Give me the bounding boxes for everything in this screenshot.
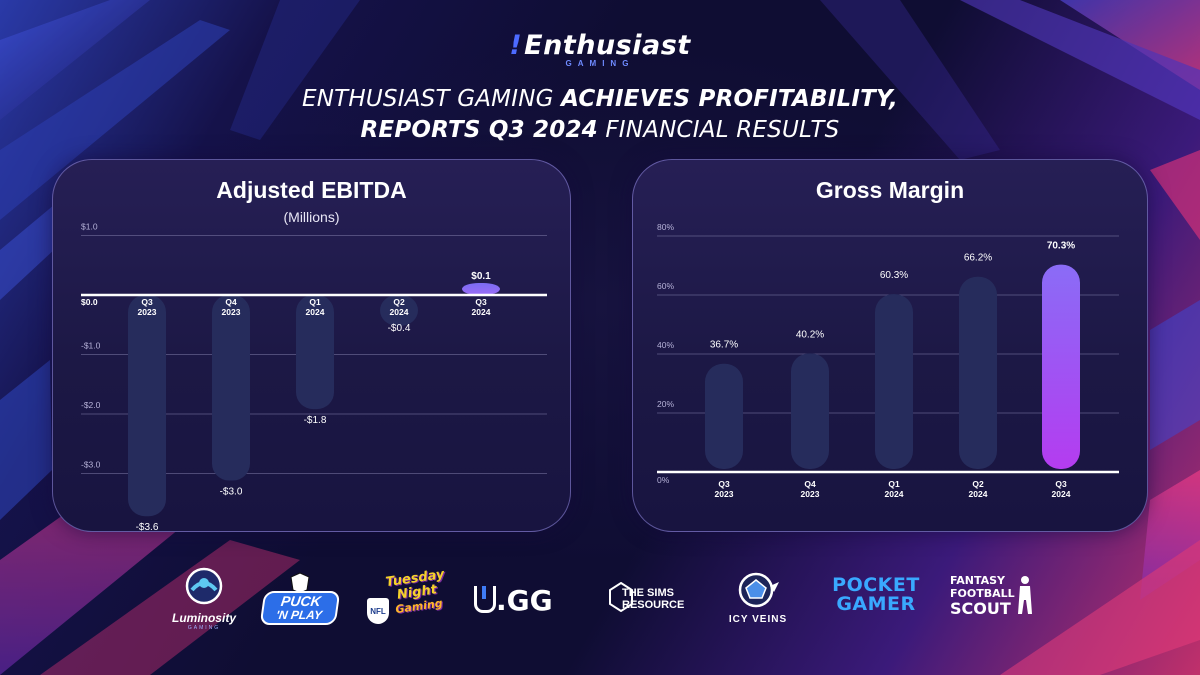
ebitda-x-tick-quarter: Q3 [475,297,487,307]
ebitda-value-label: -$0.4 [388,323,411,334]
pocket-text: POCKET [832,574,920,596]
ebitda-bar [296,295,334,410]
ebitda-subtitle: (Millions) [283,209,340,225]
headline: ENTHUSIAST GAMING ACHIEVES PROFITABILITY… [0,84,1200,146]
margin-x-tick-year: 2023 [715,489,734,499]
ugg-logo: U .GG [474,584,584,617]
enthusiast-gaming-logo: !Enthusiast GAMING [0,30,1200,68]
ebitda-x-tick-year: 2024 [306,307,325,317]
sims-text-1: THE SIMS [622,587,674,599]
margin-value-label: 66.2% [964,253,992,264]
luminosity-text: Luminosity [171,611,236,625]
gross-margin-title: Gross Margin [815,177,965,203]
ebitda-x-tick-year: 2024 [472,307,491,317]
margin-y-tick-label: 0% [657,475,670,485]
scout-figure-icon [1018,576,1032,614]
ebitda-x-tick-year: 2023 [138,307,157,317]
sims-wordmark: THE SIMS RESOURCE [622,587,702,611]
sims-diamond-icon [609,582,633,612]
nfl-text: NFL [370,607,386,616]
ebitda-bar [212,295,250,481]
fantasy-football-scout-logo: FANTASY FOOTBALL SCOUT [950,574,1034,617]
ebitda-value-label: -$3.6 [136,522,159,533]
icy-veins-logo: ICY VEINS [726,570,790,625]
ebitda-x-tick-quarter: Q4 [225,297,237,307]
headline-text-2a: REPORTS Q3 2024 [360,117,598,143]
headline-line-1: ENTHUSIAST GAMING ACHIEVES PROFITABILITY… [0,84,1200,115]
gross-margin-panel: Gross Margin 80% 60% 40% 20% 0% 36.7% Q3 2023 40… [632,159,1148,532]
tng-wordmark: Tuesday Night Gaming [384,567,449,617]
ebitda-x-tick-quarter: Q3 [141,297,153,307]
headline-text-1b: ACHIEVES PROFITABILITY, [561,86,898,112]
margin-value-label: 40.2% [796,329,824,340]
luminosity-orb-icon [185,567,223,605]
margin-x-tick-year: 2024 [885,489,904,499]
margin-x-tick-quarter: Q2 [972,479,984,489]
logo-mark-icon: ! [509,30,523,61]
margin-x-tick-quarter: Q3 [1055,479,1067,489]
luminosity-subtext: GAMING [187,625,221,631]
ebitda-value-label: -$3.0 [220,487,243,498]
logo-subtext: GAMING [565,59,635,68]
puck-text: PUCK [280,593,322,609]
margin-x-tick-year: 2024 [969,489,988,499]
ebitda-chart: $1.0$0.0-$1.0-$2.0-$3.0-$3.6Q32023-$3.0Q… [81,222,547,533]
puck-n-play-badge: PUCK 'N PLAY [259,591,341,625]
ebitda-value-label: -$1.8 [304,415,327,426]
headline-text-2b: FINANCIAL RESULTS [597,117,840,143]
ebitda-x-tick-quarter: Q2 [393,297,405,307]
margin-value-label: 36.7% [710,340,738,351]
nfl-shield-icon: NFL [367,598,389,624]
ebitda-bar [380,295,418,326]
puck-n-play-logo: PUCK 'N PLAY [259,572,341,625]
ebitda-y-tick-label: -$1.0 [81,341,101,351]
ebitda-y-tick-label: $0.0 [81,297,98,307]
ebitda-panel: Adjusted EBITDA (Millions) $1.0 $0.0 -$1.0… [52,159,571,533]
margin-x-tick-year: 2023 [801,489,820,499]
margin-bar [705,363,743,469]
football-text: FOOTBALL [950,587,1015,600]
margin-x-tick-quarter: Q1 [888,479,900,489]
icy-veins-helmet-icon [738,572,779,608]
headline-text-1a: ENTHUSIAST GAMING [302,86,562,112]
margin-bar [875,294,913,469]
n-play-text: 'N PLAY [275,608,323,622]
scout-text: SCOUT [950,599,1011,618]
margin-y-tick-label: 60% [657,281,674,291]
ugg-text: .GG [496,584,553,617]
margin-value-label: 60.3% [880,270,908,281]
ebitda-x-tick-year: 2024 [390,307,409,317]
margin-y-tick-label: 40% [657,340,674,350]
margin-x-tick-year: 2024 [1052,489,1071,499]
ebitda-y-tick-label: -$3.0 [81,460,101,470]
sims-text-2: RESOURCE [622,599,685,611]
margin-value-label: 70.3% [1047,241,1075,252]
margin-x-tick-quarter: Q4 [804,479,816,489]
gamer-text: GAMER [836,593,916,615]
gross-margin-chart: 80%60%40%20%0%36.7%Q3202340.2%Q4202360.3… [657,222,1119,499]
ebitda-bar [128,295,166,517]
ebitda-bar [462,283,500,296]
margin-bar [791,353,829,469]
ugg-u-icon: U [474,586,496,613]
margin-y-tick-label: 80% [657,222,674,232]
luminosity-logo: Luminosity GAMING [170,566,238,631]
pocket-gamer-logo: POCKET GAMER [826,576,926,614]
logo-text: Enthusiast [524,30,691,61]
margin-bar [1042,264,1080,469]
ebitda-value-label: $0.1 [471,271,491,282]
margin-x-tick-quarter: Q3 [718,479,730,489]
margin-bar [959,276,997,469]
ebitda-x-tick-year: 2023 [222,307,241,317]
ebitda-y-tick-label: $1.0 [81,222,98,232]
margin-y-tick-label: 20% [657,399,674,409]
fantasy-text: FANTASY [950,574,1006,587]
ebitda-title: Adjusted EBITDA [216,177,407,203]
headline-line-2: REPORTS Q3 2024 FINANCIAL RESULTS [0,115,1200,146]
ebitda-x-tick-quarter: Q1 [309,297,321,307]
ebitda-y-tick-label: -$2.0 [81,400,101,410]
brand-logos-row: Luminosity GAMING PUCK 'N PLAY NFL Tuesd… [0,560,1200,650]
icy-veins-text: ICY VEINS [728,614,788,625]
